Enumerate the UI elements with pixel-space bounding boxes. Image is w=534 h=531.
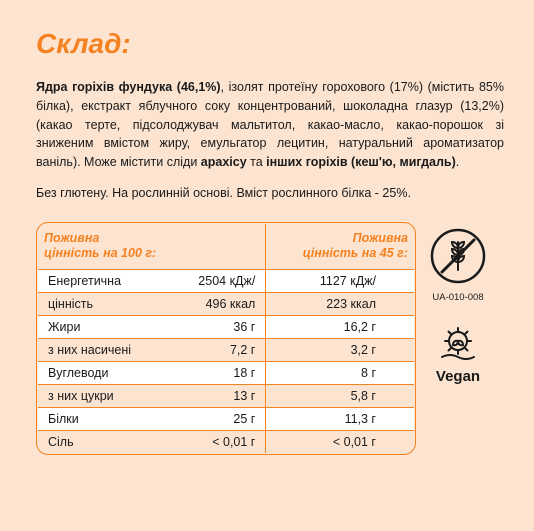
nutrition-value-45g: 16,2 г — [266, 316, 415, 339]
nutrition-row: з них насичені7,2 г3,2 г — [38, 339, 415, 362]
nutrition-row: Енергетична2504 кДж/1127 кДж/ — [38, 270, 415, 293]
nutrition-header-100g: Поживна цінність на 100 г: — [38, 223, 266, 269]
vegan-badge: Vegan — [430, 323, 486, 385]
nutrition-row: цінність496 ккал223 ккал — [38, 293, 415, 316]
nutrition-label: Вуглеводи — [38, 362, 148, 385]
nutrition-value-100g: 13 г — [147, 385, 266, 408]
vegan-label: Vegan — [430, 368, 486, 385]
nutrition-row: Білки25 г11,3 г — [38, 408, 415, 431]
gluten-free-code: UA-010-008 — [430, 292, 486, 303]
nutrition-value-45g: 5,8 г — [266, 385, 415, 408]
nutrition-value-45g: 223 ккал — [266, 293, 415, 316]
nutrition-value-45g: 3,2 г — [266, 339, 415, 362]
nutrition-label: цінність — [38, 293, 148, 316]
nutrition-value-45g: 8 г — [266, 362, 415, 385]
nutrition-value-100g: 7,2 г — [147, 339, 266, 362]
nutrition-row: Вуглеводи18 г8 г — [38, 362, 415, 385]
nutrition-value-100g: 25 г — [147, 408, 266, 431]
nutrition-row: Жири36 г16,2 г — [38, 316, 415, 339]
nutrition-value-100g: 496 ккал — [147, 293, 266, 316]
gluten-free-icon — [430, 228, 486, 284]
section-title: Склад: — [36, 28, 504, 60]
nutrition-label: Білки — [38, 408, 148, 431]
nutrition-label: Сіль — [38, 431, 148, 454]
nutrition-value-45g: 1127 кДж/ — [266, 270, 415, 293]
nutrition-row: з них цукри13 г5,8 г — [38, 385, 415, 408]
nutrition-table: Поживна цінність на 100 г: Поживна цінні… — [37, 223, 415, 454]
nutrition-value-100g: 2504 кДж/ — [147, 270, 266, 293]
nutrition-value-100g: < 0,01 г — [147, 431, 266, 454]
nutrition-row: Сіль< 0,01 г< 0,01 г — [38, 431, 415, 454]
nutrition-table-wrap: Поживна цінність на 100 г: Поживна цінні… — [36, 222, 416, 455]
gluten-free-badge: UA-010-008 — [430, 228, 486, 303]
nutrition-value-100g: 36 г — [147, 316, 266, 339]
nutrition-label: з них цукри — [38, 385, 148, 408]
vegan-icon — [430, 323, 486, 365]
note-text: Без глютену. На рослинній основі. Вміст … — [36, 186, 504, 200]
nutrition-value-100g: 18 г — [147, 362, 266, 385]
nutrition-header-45g: Поживна цінність на 45 г: — [266, 223, 415, 269]
nutrition-value-45g: 11,3 г — [266, 408, 415, 431]
nutrition-value-45g: < 0,01 г — [266, 431, 415, 454]
ingredients-text: Ядра горіхів фундука (46,1%), ізолят про… — [36, 78, 504, 172]
bottom-row: Поживна цінність на 100 г: Поживна цінні… — [36, 222, 504, 455]
nutrition-label: Енергетична — [38, 270, 148, 293]
nutrition-label: Жири — [38, 316, 148, 339]
badges-column: UA-010-008 Vegan — [430, 228, 486, 385]
nutrition-label: з них насичені — [38, 339, 148, 362]
